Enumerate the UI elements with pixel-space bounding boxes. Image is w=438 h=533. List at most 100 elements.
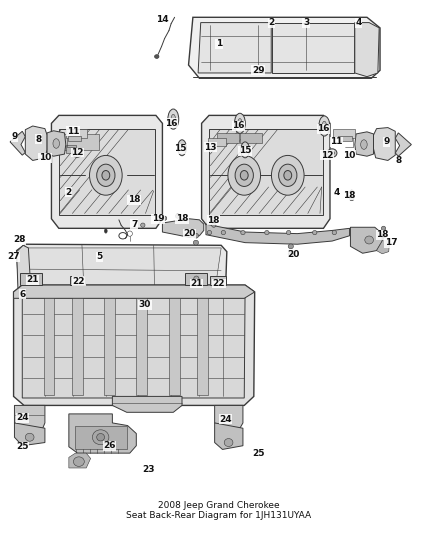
Bar: [338, 136, 352, 141]
Ellipse shape: [284, 171, 292, 180]
Text: 6: 6: [19, 289, 25, 298]
Text: 13: 13: [204, 143, 216, 152]
Ellipse shape: [176, 214, 180, 218]
Polygon shape: [14, 285, 254, 298]
Ellipse shape: [212, 216, 216, 221]
Polygon shape: [198, 22, 271, 73]
Text: 10: 10: [39, 154, 51, 163]
Polygon shape: [69, 414, 136, 453]
Text: 25: 25: [252, 449, 265, 458]
Polygon shape: [113, 397, 182, 413]
Text: 18: 18: [376, 230, 389, 239]
Bar: [333, 128, 355, 138]
Polygon shape: [374, 127, 395, 160]
Ellipse shape: [332, 230, 336, 235]
Text: 8: 8: [395, 156, 402, 165]
Text: 20: 20: [287, 251, 299, 260]
Polygon shape: [210, 276, 226, 285]
Bar: [66, 128, 87, 138]
Ellipse shape: [286, 230, 291, 235]
Text: 1: 1: [216, 39, 222, 49]
Text: 5: 5: [96, 253, 102, 262]
Polygon shape: [201, 115, 330, 228]
Text: 24: 24: [219, 415, 232, 424]
Polygon shape: [355, 132, 374, 156]
Ellipse shape: [212, 223, 216, 227]
Ellipse shape: [265, 230, 269, 235]
Ellipse shape: [89, 156, 122, 195]
Ellipse shape: [330, 151, 334, 155]
Ellipse shape: [25, 433, 34, 441]
Polygon shape: [206, 224, 350, 244]
Text: 16: 16: [232, 122, 245, 131]
Ellipse shape: [288, 252, 293, 256]
Ellipse shape: [365, 236, 374, 244]
Polygon shape: [59, 128, 155, 215]
Text: 23: 23: [142, 465, 155, 473]
Text: 24: 24: [16, 413, 28, 422]
Ellipse shape: [53, 139, 60, 148]
Polygon shape: [197, 290, 208, 395]
Polygon shape: [10, 131, 25, 155]
Ellipse shape: [240, 171, 248, 180]
Ellipse shape: [327, 149, 337, 157]
Text: 12: 12: [321, 151, 333, 160]
Ellipse shape: [92, 430, 109, 445]
Ellipse shape: [350, 190, 354, 195]
Text: 30: 30: [139, 300, 151, 309]
Text: 18: 18: [128, 195, 141, 204]
Ellipse shape: [381, 226, 386, 230]
Polygon shape: [188, 17, 380, 78]
Bar: [67, 136, 81, 141]
Polygon shape: [27, 248, 221, 292]
Polygon shape: [47, 131, 66, 156]
Polygon shape: [209, 128, 322, 215]
Polygon shape: [272, 22, 354, 73]
Polygon shape: [350, 227, 382, 253]
Polygon shape: [162, 219, 204, 237]
Polygon shape: [25, 126, 47, 160]
Text: 25: 25: [16, 442, 28, 451]
Text: 27: 27: [7, 253, 20, 262]
Text: 21: 21: [26, 275, 39, 284]
Text: 15: 15: [239, 147, 251, 156]
Ellipse shape: [350, 197, 354, 201]
Ellipse shape: [97, 164, 115, 187]
Text: 28: 28: [14, 236, 26, 245]
Ellipse shape: [171, 114, 176, 124]
Text: 16: 16: [165, 119, 177, 128]
Ellipse shape: [194, 276, 199, 281]
Ellipse shape: [241, 230, 245, 235]
Bar: [74, 425, 127, 449]
Polygon shape: [215, 406, 243, 428]
Ellipse shape: [207, 230, 212, 235]
Polygon shape: [51, 115, 162, 228]
Text: 2: 2: [268, 18, 274, 27]
Text: 8: 8: [35, 135, 42, 144]
Text: 4: 4: [355, 18, 361, 27]
Ellipse shape: [28, 276, 34, 281]
Ellipse shape: [288, 244, 293, 249]
Polygon shape: [20, 273, 42, 285]
Text: 15: 15: [174, 144, 187, 154]
Bar: [66, 145, 76, 153]
Polygon shape: [14, 406, 45, 428]
Polygon shape: [104, 290, 115, 395]
Ellipse shape: [141, 223, 145, 227]
Ellipse shape: [97, 433, 105, 441]
Text: 10: 10: [343, 151, 356, 160]
Text: 12: 12: [71, 148, 84, 157]
Text: 4: 4: [333, 188, 340, 197]
Ellipse shape: [162, 216, 167, 220]
Polygon shape: [17, 245, 31, 296]
Polygon shape: [17, 244, 227, 297]
Ellipse shape: [155, 55, 159, 59]
Polygon shape: [355, 22, 379, 77]
Ellipse shape: [235, 164, 253, 187]
Text: 20: 20: [183, 229, 196, 238]
Ellipse shape: [168, 109, 179, 129]
Polygon shape: [170, 290, 180, 395]
Polygon shape: [14, 423, 45, 446]
Ellipse shape: [193, 233, 198, 238]
Text: 9: 9: [383, 138, 390, 147]
